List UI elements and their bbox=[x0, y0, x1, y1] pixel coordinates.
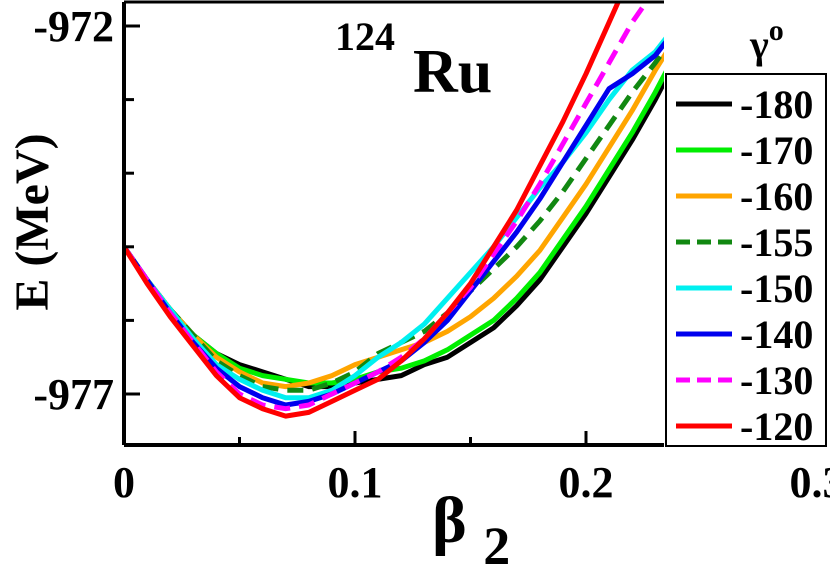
legend-label: -120 bbox=[740, 404, 813, 449]
series-line bbox=[124, 70, 664, 386]
title-mass: 124 bbox=[335, 14, 395, 59]
x-axis-label-base: β bbox=[432, 484, 467, 557]
series-line bbox=[124, 2, 621, 419]
y-axis-label: E (MeV) bbox=[6, 133, 59, 310]
x-axis-label-subscript: 2 bbox=[483, 516, 510, 574]
x-tick-label: 0.1 bbox=[328, 458, 383, 507]
legend-label: -150 bbox=[740, 266, 813, 311]
series-line bbox=[124, 40, 664, 408]
legend-label: -160 bbox=[740, 174, 813, 219]
legend-label: -155 bbox=[740, 220, 813, 265]
legend-label: -180 bbox=[740, 82, 813, 127]
legend-label: -130 bbox=[740, 358, 813, 403]
series-line bbox=[124, 45, 664, 393]
x-tick-label: 0.3 bbox=[790, 458, 830, 507]
series-layer bbox=[124, 2, 664, 419]
legend-title-sup: o bbox=[769, 14, 784, 47]
legend-title-base: γ bbox=[749, 22, 769, 67]
legend-title: γo bbox=[749, 14, 784, 67]
x-axis-label: β 2 bbox=[432, 484, 510, 574]
axes-layer: 0 0.1 0.2 0.3 -972 -977 bbox=[33, 0, 830, 507]
y-tick-label: -977 bbox=[33, 370, 114, 419]
title-symbol: Ru bbox=[413, 38, 492, 106]
x-tick-label: 0.2 bbox=[559, 458, 614, 507]
x-tick-label: 0 bbox=[113, 458, 135, 507]
legend-box bbox=[665, 73, 827, 447]
y-tick-label: -972 bbox=[33, 2, 114, 51]
legend-label: -170 bbox=[740, 128, 813, 173]
legend: γo -180-170-160-155-150-140-130-120 bbox=[665, 14, 827, 449]
legend-label: -140 bbox=[740, 312, 813, 357]
